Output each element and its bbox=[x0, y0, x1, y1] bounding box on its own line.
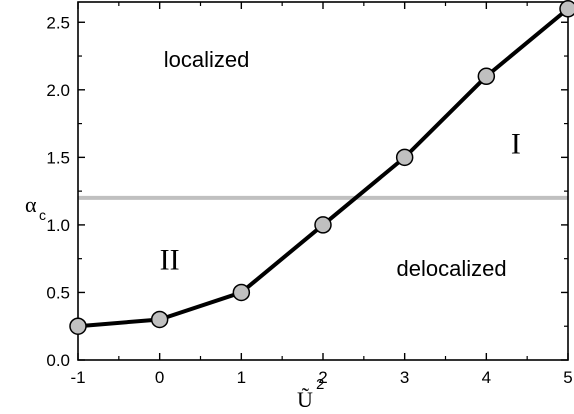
x-tick-label: 3 bbox=[400, 368, 409, 387]
data-point bbox=[232, 283, 251, 302]
y-tick-label: 1.5 bbox=[46, 148, 70, 167]
data-point bbox=[477, 67, 496, 86]
annotation-delocalized: delocalized bbox=[397, 256, 507, 281]
plot-frame bbox=[77, 1, 569, 361]
y-tick-label: 2.5 bbox=[46, 13, 70, 32]
data-point bbox=[559, 0, 574, 18]
y-tick-label: 1.0 bbox=[46, 216, 70, 235]
data-point bbox=[69, 317, 87, 335]
x-tick-label: 5 bbox=[563, 368, 572, 387]
data-point bbox=[395, 148, 414, 167]
y-axis-label-symbol: α bbox=[25, 192, 37, 217]
y-axis-label-subscript: c bbox=[39, 207, 46, 223]
y-tick-label: 0.0 bbox=[46, 351, 70, 370]
y-tick-label: 0.5 bbox=[46, 283, 70, 302]
annotation-i: I bbox=[511, 127, 521, 160]
x-tick-label: 2 bbox=[318, 368, 327, 387]
x-tick-label: 1 bbox=[237, 368, 246, 387]
x-axis-label-superscript: 2 bbox=[316, 376, 324, 393]
annotation-ii: II bbox=[160, 243, 180, 276]
annotation-localized: localized bbox=[164, 47, 250, 72]
data-point bbox=[314, 216, 332, 234]
data-point bbox=[150, 310, 169, 329]
x-axis-label-symbol: Ũ bbox=[297, 387, 313, 412]
x-tick-label: 0 bbox=[155, 368, 164, 387]
x-tick-label: 4 bbox=[482, 368, 491, 387]
x-tick-label: -1 bbox=[70, 368, 85, 387]
y-tick-label: 2.0 bbox=[46, 81, 70, 100]
